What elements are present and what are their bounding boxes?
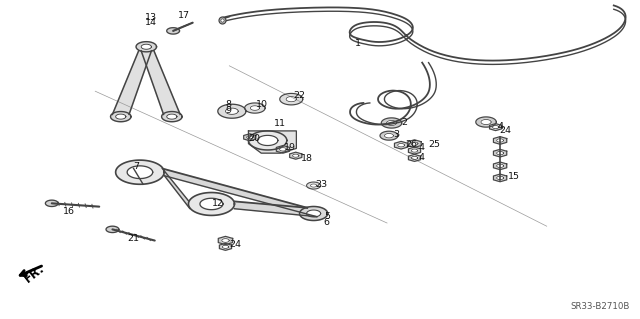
Polygon shape: [280, 93, 303, 105]
Polygon shape: [200, 198, 223, 210]
Text: 5: 5: [324, 211, 330, 220]
Text: 21: 21: [127, 234, 139, 243]
Text: 25: 25: [429, 140, 440, 149]
Polygon shape: [408, 154, 420, 161]
Polygon shape: [380, 131, 398, 140]
Polygon shape: [412, 149, 418, 152]
Text: 12: 12: [211, 199, 223, 208]
Polygon shape: [167, 114, 177, 119]
Polygon shape: [300, 206, 328, 220]
Text: 4: 4: [419, 153, 425, 162]
Polygon shape: [244, 134, 256, 141]
Text: FR.: FR.: [21, 262, 47, 286]
Polygon shape: [397, 144, 404, 147]
Polygon shape: [111, 112, 131, 122]
Polygon shape: [127, 166, 153, 179]
Polygon shape: [248, 131, 287, 150]
Text: 3: 3: [393, 130, 399, 139]
Polygon shape: [497, 164, 504, 167]
Polygon shape: [310, 184, 317, 187]
Text: 7: 7: [134, 162, 140, 171]
Polygon shape: [136, 42, 157, 52]
Polygon shape: [493, 162, 507, 170]
Polygon shape: [492, 126, 499, 129]
Polygon shape: [497, 139, 504, 142]
Polygon shape: [276, 145, 289, 153]
Text: 14: 14: [145, 18, 157, 27]
Polygon shape: [411, 142, 418, 145]
Polygon shape: [246, 136, 253, 139]
Polygon shape: [493, 174, 507, 182]
Polygon shape: [221, 239, 229, 242]
Polygon shape: [280, 148, 287, 151]
Polygon shape: [218, 236, 233, 245]
Polygon shape: [257, 135, 278, 145]
Polygon shape: [225, 108, 238, 115]
Text: 15: 15: [508, 172, 520, 181]
Text: 16: 16: [63, 207, 76, 216]
Polygon shape: [408, 140, 421, 147]
Polygon shape: [222, 245, 228, 249]
Polygon shape: [286, 97, 296, 102]
Polygon shape: [385, 133, 394, 138]
Text: 8: 8: [225, 100, 232, 109]
Text: 23: 23: [315, 180, 327, 189]
Polygon shape: [412, 156, 418, 160]
Polygon shape: [106, 226, 119, 233]
Polygon shape: [116, 160, 164, 184]
Polygon shape: [188, 193, 234, 215]
Text: 24: 24: [499, 126, 511, 135]
Text: 11: 11: [274, 119, 286, 129]
Text: 10: 10: [256, 100, 268, 109]
Polygon shape: [167, 28, 179, 34]
Polygon shape: [307, 210, 321, 217]
Polygon shape: [408, 147, 420, 154]
Polygon shape: [481, 120, 491, 124]
Polygon shape: [497, 152, 504, 155]
Text: 19: 19: [284, 143, 296, 152]
Polygon shape: [497, 176, 504, 180]
Polygon shape: [307, 182, 321, 189]
Text: 1: 1: [355, 39, 361, 48]
Polygon shape: [162, 112, 182, 122]
Polygon shape: [116, 114, 126, 119]
Polygon shape: [220, 243, 232, 250]
Polygon shape: [164, 169, 317, 217]
Polygon shape: [292, 154, 299, 157]
Polygon shape: [387, 121, 397, 125]
Text: 26: 26: [406, 140, 417, 149]
Polygon shape: [234, 201, 317, 217]
Text: 20: 20: [248, 134, 260, 143]
Polygon shape: [381, 118, 402, 128]
Text: 4: 4: [419, 143, 425, 152]
Polygon shape: [244, 103, 265, 113]
Polygon shape: [394, 141, 408, 149]
Polygon shape: [141, 44, 152, 49]
Text: 24: 24: [229, 240, 241, 249]
Text: SR33-B2710B: SR33-B2710B: [570, 302, 630, 311]
Polygon shape: [113, 51, 152, 115]
Polygon shape: [141, 51, 180, 115]
Text: 18: 18: [301, 154, 313, 163]
Polygon shape: [45, 200, 58, 206]
Text: 6: 6: [324, 218, 330, 227]
Text: 9: 9: [225, 106, 232, 115]
Polygon shape: [290, 152, 302, 159]
Text: 2: 2: [401, 117, 407, 127]
Polygon shape: [163, 168, 189, 208]
Text: 13: 13: [145, 13, 157, 22]
Text: 22: 22: [293, 91, 305, 100]
Polygon shape: [476, 117, 496, 127]
Polygon shape: [493, 149, 507, 157]
Polygon shape: [250, 106, 259, 110]
Text: 4: 4: [497, 122, 504, 131]
Polygon shape: [493, 137, 507, 144]
Polygon shape: [218, 104, 246, 118]
Polygon shape: [490, 123, 502, 130]
Polygon shape: [248, 131, 296, 153]
Text: 17: 17: [178, 11, 190, 20]
